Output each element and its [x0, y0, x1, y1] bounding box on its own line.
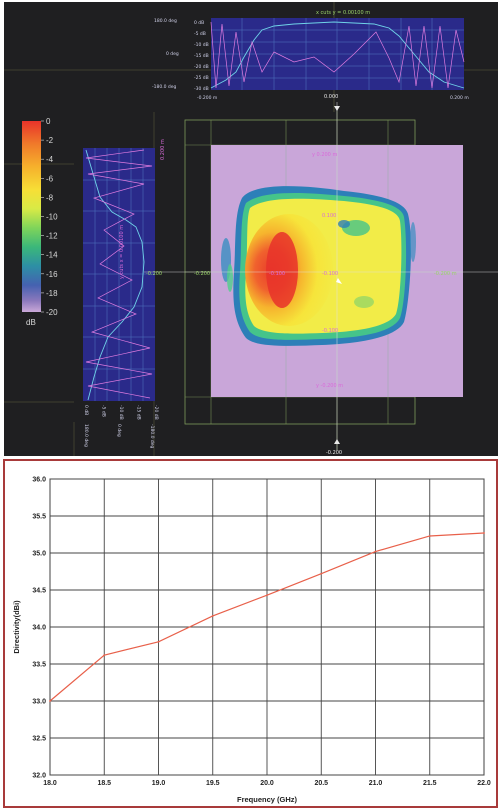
data-point — [157, 640, 160, 643]
x-tick-label: 19.0 — [152, 780, 166, 787]
colorbar-tick-label: -10 — [46, 213, 58, 222]
y-tick-label: 34.0 — [32, 625, 46, 632]
top-trace-left-label-0: 180.0 deg — [154, 18, 177, 24]
data-point — [374, 550, 377, 553]
data-point — [266, 594, 268, 597]
data-point — [483, 532, 485, 534]
colorbar-tick-label: -8 — [46, 193, 54, 202]
top-trace-right-label: -5 dB — [194, 31, 206, 37]
top-trace-right-label: -25 dB — [194, 75, 209, 81]
top-trace-right-label: 0 dB — [194, 20, 204, 26]
marker-bottom — [334, 439, 340, 444]
y-tick-label: 33.0 — [32, 699, 46, 706]
left-trace-bottom-labels: 0 dB -5 dB -10 dB -15 dB -20 dB — [83, 405, 159, 420]
top-trace-x-right: 0.200 m — [450, 95, 469, 101]
top-trace-x-left: -0.200 m — [197, 95, 217, 101]
top-trace-right-label: -10 dB — [194, 42, 209, 48]
cursor-marker — [336, 278, 342, 284]
field-label-y-bottom: y -0.200 m — [316, 383, 343, 389]
top-trace-phase-line — [210, 21, 465, 89]
colorbar-tick-label: -20 — [46, 308, 58, 317]
left-trace-bottom-label: -10 dB — [118, 405, 124, 420]
field-label-green-mid: -0.200 — [194, 271, 210, 277]
field-label-green-right: -0.200 m — [434, 271, 457, 277]
top-trace-right-label: -20 dB — [194, 64, 209, 70]
left-trace-side-label: y cuts x = 0.00100 m — [119, 225, 125, 279]
data-point — [49, 700, 51, 702]
colorbar-ticks: 0 -2 -4 -6 -8 -10 -12 -14 -16 -18 -20 — [41, 117, 58, 317]
field-label-y-top: y 0.200 m — [312, 152, 337, 158]
x-tick-label: 18.0 — [43, 780, 57, 787]
field-label-center-left: -0.100 — [269, 271, 285, 277]
colorbar-unit: dB — [26, 318, 36, 327]
y-tick-label: 34.5 — [32, 588, 46, 595]
y-tick-label: 35.0 — [32, 551, 46, 558]
data-point — [103, 654, 106, 657]
y-tick-label: 33.5 — [32, 662, 46, 669]
top-trace-right-label: -15 dB — [194, 53, 209, 59]
data-point — [320, 572, 323, 575]
colorbar-tick-label: -18 — [46, 289, 58, 298]
field-label-center-right: -0.100 — [322, 271, 338, 277]
top-trace-right-labels: 0 dB -5 dB -10 dB -15 dB -20 dB -25 dB -30 dB — [194, 20, 209, 92]
top-trace-title: x cuts y = 0.00100 m — [316, 10, 370, 16]
directivity-chart-frame: 18.0 18.5 19.0 19.5 20.0 20.5 21.0 21.5 22.0 32.… — [3, 459, 498, 808]
field-map-hotspot — [221, 186, 416, 346]
colorbar — [22, 121, 41, 312]
top-trace-right-label: -30 dB — [194, 86, 209, 92]
x-tick-label: 20.5 — [314, 780, 328, 787]
x-tick-label: 19.5 — [206, 780, 220, 787]
field-label-inner-top: 0.100 — [322, 213, 336, 219]
x-axis-title: Frequency (GHz) — [237, 795, 298, 804]
left-trace-rotated-label: 180.0 deg — [83, 424, 89, 447]
field-label-green-left: -0.200 — [146, 271, 162, 277]
y-tick-label: 32.5 — [32, 736, 46, 743]
left-trace-top-label: 0.200 m — [160, 139, 166, 160]
left-trace-bottom-label: -20 dB — [153, 405, 159, 420]
directivity-chart: 18.0 18.5 19.0 19.5 20.0 20.5 21.0 21.5 22.0 32.… — [12, 477, 491, 805]
left-trace-phase-line — [85, 149, 153, 399]
left-trace-rotated-labels: 180.0 deg 0 deg -180.0 deg — [83, 424, 155, 449]
field-label-inner-bottom: -0.100 — [322, 328, 338, 334]
colorbar-tick-label: -12 — [46, 232, 58, 241]
chart-grid — [49, 478, 485, 776]
left-trace-bottom-label: 0 dB — [83, 405, 89, 415]
near-field-scan-view: 0 -2 -4 -6 -8 -10 -12 -14 -16 -18 -20 dB x cuts y … — [4, 2, 498, 456]
data-point — [211, 615, 214, 617]
axis-label-top: 0.000 — [324, 94, 338, 100]
x-tick-label: 21.5 — [423, 780, 437, 787]
colorbar-tick-label: -14 — [46, 251, 58, 260]
chart-series — [49, 532, 485, 702]
x-tick-label: 22.0 — [477, 780, 491, 787]
left-trace-grid — [83, 148, 155, 401]
x-tick-label: 20.0 — [260, 780, 274, 787]
x-tick-labels: 18.0 18.5 19.0 19.5 20.0 20.5 21.0 21.5 22.0 — [43, 780, 491, 787]
colorbar-tick-label: -16 — [46, 270, 58, 279]
top-trace-left-label-1: 0 deg — [166, 51, 179, 57]
colorbar-tick-label: 0 — [46, 117, 51, 126]
y-tick-label: 36.0 — [32, 477, 46, 484]
x-tick-label: 18.5 — [97, 780, 111, 787]
y-axis-title: Directivity(dBi) — [12, 600, 21, 654]
colorbar-tick-label: -2 — [46, 136, 54, 145]
data-point — [428, 535, 431, 537]
x-tick-label: 21.0 — [369, 780, 383, 787]
colorbar-tick-label: -4 — [46, 155, 54, 164]
left-trace-bottom-label: -15 dB — [136, 405, 142, 420]
y-tick-labels: 32.0 32.5 33.0 33.5 34.0 34.5 35.0 35.5 36.0 — [32, 477, 46, 780]
axis-label-bottom: -0.200 — [326, 450, 342, 456]
colorbar-tick-label: -6 — [46, 174, 54, 183]
marker-top — [334, 106, 340, 111]
top-trace-left-label-2: -180.0 deg — [152, 84, 177, 90]
left-trace-rotated-label: -180.0 deg — [149, 424, 155, 449]
near-field-scan-panel: 0 -2 -4 -6 -8 -10 -12 -14 -16 -18 -20 dB x cuts y … — [4, 2, 498, 456]
left-trace-rotated-label: 0 deg — [116, 424, 122, 437]
top-trace-magnitude-line — [210, 21, 465, 89]
y-tick-label: 32.0 — [32, 773, 46, 780]
y-tick-label: 35.5 — [32, 514, 46, 521]
left-trace-bottom-label: -5 dB — [101, 405, 107, 417]
